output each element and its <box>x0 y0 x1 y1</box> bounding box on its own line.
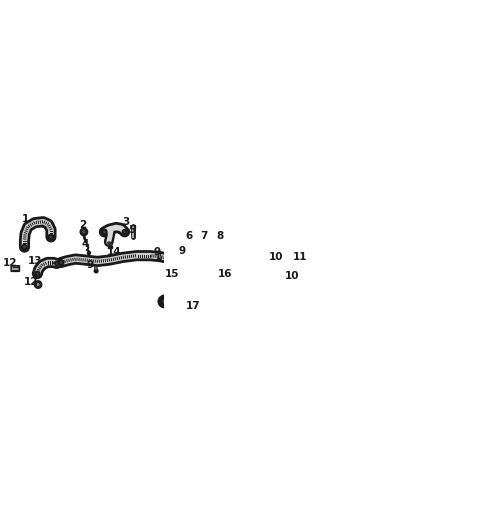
Circle shape <box>219 240 222 243</box>
Circle shape <box>240 311 243 313</box>
Text: 15: 15 <box>165 269 180 279</box>
Circle shape <box>162 300 167 304</box>
Polygon shape <box>108 246 112 248</box>
Circle shape <box>298 270 300 272</box>
Text: 9: 9 <box>153 247 160 257</box>
Circle shape <box>284 259 288 264</box>
Circle shape <box>212 240 215 243</box>
Circle shape <box>297 269 301 273</box>
Circle shape <box>82 230 86 234</box>
Circle shape <box>56 263 58 265</box>
Circle shape <box>259 304 262 306</box>
Circle shape <box>48 234 54 240</box>
Circle shape <box>122 229 127 234</box>
Circle shape <box>103 230 106 233</box>
Circle shape <box>295 278 297 279</box>
Circle shape <box>228 284 229 285</box>
Circle shape <box>55 262 59 266</box>
Circle shape <box>211 239 216 244</box>
Circle shape <box>36 272 38 275</box>
Polygon shape <box>108 242 112 247</box>
Text: 14: 14 <box>107 247 122 257</box>
Circle shape <box>59 260 64 265</box>
Text: 6: 6 <box>186 231 193 241</box>
Circle shape <box>258 303 263 307</box>
Text: 4: 4 <box>81 239 89 249</box>
Text: 8: 8 <box>217 231 224 241</box>
Text: 10: 10 <box>285 271 300 281</box>
Text: 5: 5 <box>128 224 135 234</box>
Text: 12: 12 <box>3 259 17 268</box>
Text: 2: 2 <box>79 220 86 230</box>
Circle shape <box>252 283 257 288</box>
Circle shape <box>123 231 126 233</box>
Text: 9: 9 <box>178 246 185 256</box>
Circle shape <box>160 297 168 306</box>
Circle shape <box>277 261 280 264</box>
Circle shape <box>49 236 52 239</box>
Text: 7: 7 <box>200 231 207 241</box>
Circle shape <box>253 284 256 286</box>
Circle shape <box>22 244 27 250</box>
Circle shape <box>294 276 298 280</box>
Text: 13: 13 <box>27 256 42 266</box>
Circle shape <box>285 260 287 263</box>
Text: 12: 12 <box>24 277 38 287</box>
Circle shape <box>158 259 160 260</box>
Text: 11: 11 <box>293 252 308 262</box>
Circle shape <box>220 244 226 249</box>
Circle shape <box>184 256 186 258</box>
Text: 9: 9 <box>86 260 94 270</box>
Circle shape <box>37 284 39 286</box>
Circle shape <box>35 271 40 276</box>
Circle shape <box>240 310 244 315</box>
Circle shape <box>60 261 62 264</box>
Circle shape <box>96 270 97 272</box>
Circle shape <box>222 245 225 248</box>
Text: 16: 16 <box>217 269 232 279</box>
FancyBboxPatch shape <box>11 266 19 271</box>
Text: 1: 1 <box>22 215 29 224</box>
Circle shape <box>36 283 40 287</box>
Circle shape <box>88 252 90 253</box>
Circle shape <box>190 240 193 243</box>
Text: 17: 17 <box>186 301 201 311</box>
Circle shape <box>102 229 107 234</box>
Circle shape <box>83 231 85 233</box>
Text: 10: 10 <box>269 252 284 262</box>
Text: 3: 3 <box>122 217 129 227</box>
Circle shape <box>227 279 229 281</box>
Circle shape <box>23 246 26 248</box>
